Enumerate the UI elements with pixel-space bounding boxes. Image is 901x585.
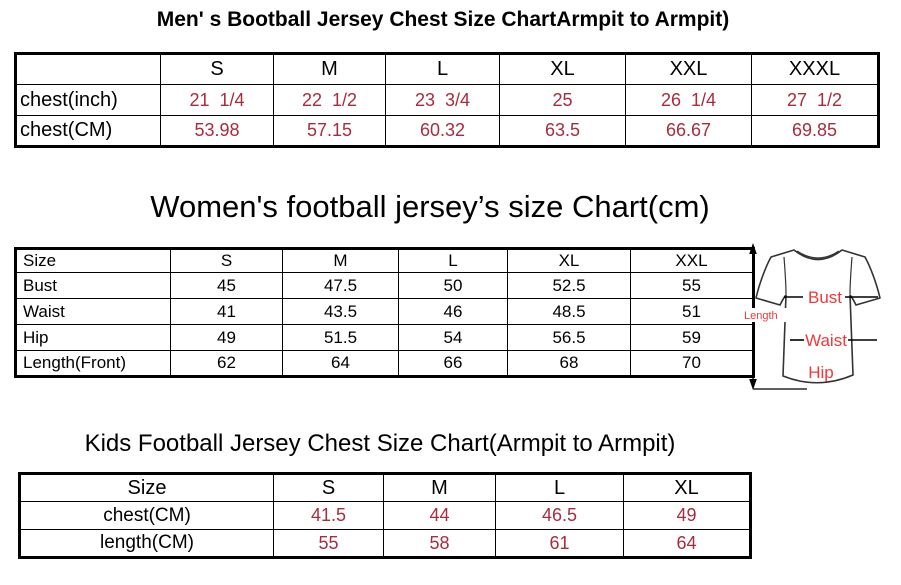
size-value: 68 [507, 350, 631, 377]
size-value: 66.67 [625, 115, 752, 147]
size-value: 58 [383, 529, 496, 558]
size-value: 48.5 [507, 298, 631, 325]
column-header: XXL [630, 248, 754, 273]
size-value: 70 [630, 350, 754, 377]
size-value: 52.5 [507, 272, 631, 299]
waist-label: Waist [805, 331, 847, 350]
header-row: Size S M L XL XXL [15, 248, 754, 273]
size-value: 49 [170, 324, 283, 351]
row-label: Waist [15, 298, 171, 325]
header-row: Size S M L XL [19, 473, 751, 502]
size-value: 54 [398, 324, 508, 351]
size-value: 51 [630, 298, 754, 325]
size-value: 50 [398, 272, 508, 299]
size-value: 45 [170, 272, 283, 299]
column-header: Size [19, 473, 274, 502]
table-row: Waist 41 43.5 46 48.5 51 [15, 298, 754, 325]
column-header: M [273, 53, 386, 85]
size-value: 23 3/4 [385, 84, 500, 116]
row-label: Hip [15, 324, 171, 351]
size-value: 63.5 [499, 115, 626, 147]
size-value: 66 [398, 350, 508, 377]
row-label: Length(Front) [15, 350, 171, 377]
column-header: S [273, 473, 384, 502]
size-value: 26 1/4 [625, 84, 752, 116]
size-value: 49 [623, 501, 751, 530]
size-value: 59 [630, 324, 754, 351]
column-header: XXXL [751, 53, 879, 85]
table-row: chest(CM) 53.98 57.15 60.32 63.5 66.67 69.85 [15, 115, 879, 147]
kids-size-table: Size S M L XL chest(CM) 41.5 44 46.5 49 length(CM)… [18, 472, 752, 559]
column-header: L [385, 53, 500, 85]
row-label: chest(inch) [15, 84, 161, 116]
men-size-table: S M L XL XXL XXXL chest(inch) 21 1/4 22 1/2 23 3/… [14, 52, 880, 148]
size-value: 55 [630, 272, 754, 299]
length-label-backdrop [741, 308, 789, 322]
column-header: XL [623, 473, 751, 502]
bust-label: Bust [808, 288, 842, 307]
column-header: XXL [625, 53, 752, 85]
size-value: 41 [170, 298, 283, 325]
column-header: M [282, 248, 399, 273]
size-value: 43.5 [282, 298, 399, 325]
women-size-table: Size S M L XL XXL Bust 45 47.5 50 52.5 55 Waist 41 43.… [14, 247, 755, 378]
size-value: 41.5 [273, 501, 384, 530]
column-header: XL [499, 53, 626, 85]
column-header: S [170, 248, 283, 273]
size-value: 62 [170, 350, 283, 377]
row-label: Bust [15, 272, 171, 299]
length-label: Length [744, 310, 778, 322]
size-value: 44 [383, 501, 496, 530]
size-value: 64 [282, 350, 399, 377]
table-row: Bust 45 47.5 50 52.5 55 [15, 272, 754, 299]
row-label: chest(CM) [15, 115, 161, 147]
size-value: 69.85 [751, 115, 879, 147]
size-value: 21 1/4 [160, 84, 274, 116]
table-row: Length(Front) 62 64 66 68 70 [15, 350, 754, 377]
size-value: 22 1/2 [273, 84, 386, 116]
header-row: S M L XL XXL XXXL [15, 53, 879, 85]
hip-label: Hip [808, 363, 834, 382]
size-value: 51.5 [282, 324, 399, 351]
size-value: 25 [499, 84, 626, 116]
table-row: chest(inch) 21 1/4 22 1/2 23 3/4 25 26 1/4 27 … [15, 84, 879, 116]
size-value: 56.5 [507, 324, 631, 351]
row-label: length(CM) [19, 529, 274, 558]
men-chart-title: Men' s Bootball Jersey Chest Size ChartA… [156, 8, 730, 31]
column-header: L [398, 248, 508, 273]
table-row: Hip 49 51.5 54 56.5 59 [15, 324, 754, 351]
size-value: 64 [623, 529, 751, 558]
size-value: 27 1/2 [751, 84, 879, 116]
size-value: 55 [273, 529, 384, 558]
size-value: 57.15 [273, 115, 386, 147]
table-row: length(CM) 55 58 61 64 [19, 529, 751, 558]
size-value: 61 [495, 529, 624, 558]
column-header: S [160, 53, 274, 85]
column-header: XL [507, 248, 631, 273]
women-chart-title: Women's football jersey’s size Chart(cm) [150, 189, 710, 224]
size-value: 47.5 [282, 272, 399, 299]
table-row: chest(CM) 41.5 44 46.5 49 [19, 501, 751, 530]
tshirt-outline-icon [755, 249, 881, 384]
column-header: L [495, 473, 624, 502]
tshirt-measurement-diagram: Length Bust Waist Hip [741, 238, 901, 403]
row-label: chest(CM) [19, 501, 274, 530]
column-header: Size [15, 248, 171, 273]
column-header: M [383, 473, 496, 502]
column-header [15, 53, 161, 85]
size-value: 46.5 [495, 501, 624, 530]
size-value: 53.98 [160, 115, 274, 147]
size-value: 46 [398, 298, 508, 325]
size-value: 60.32 [385, 115, 500, 147]
kids-chart-title: Kids Football Jersey Chest Size Chart(Ar… [84, 430, 676, 457]
